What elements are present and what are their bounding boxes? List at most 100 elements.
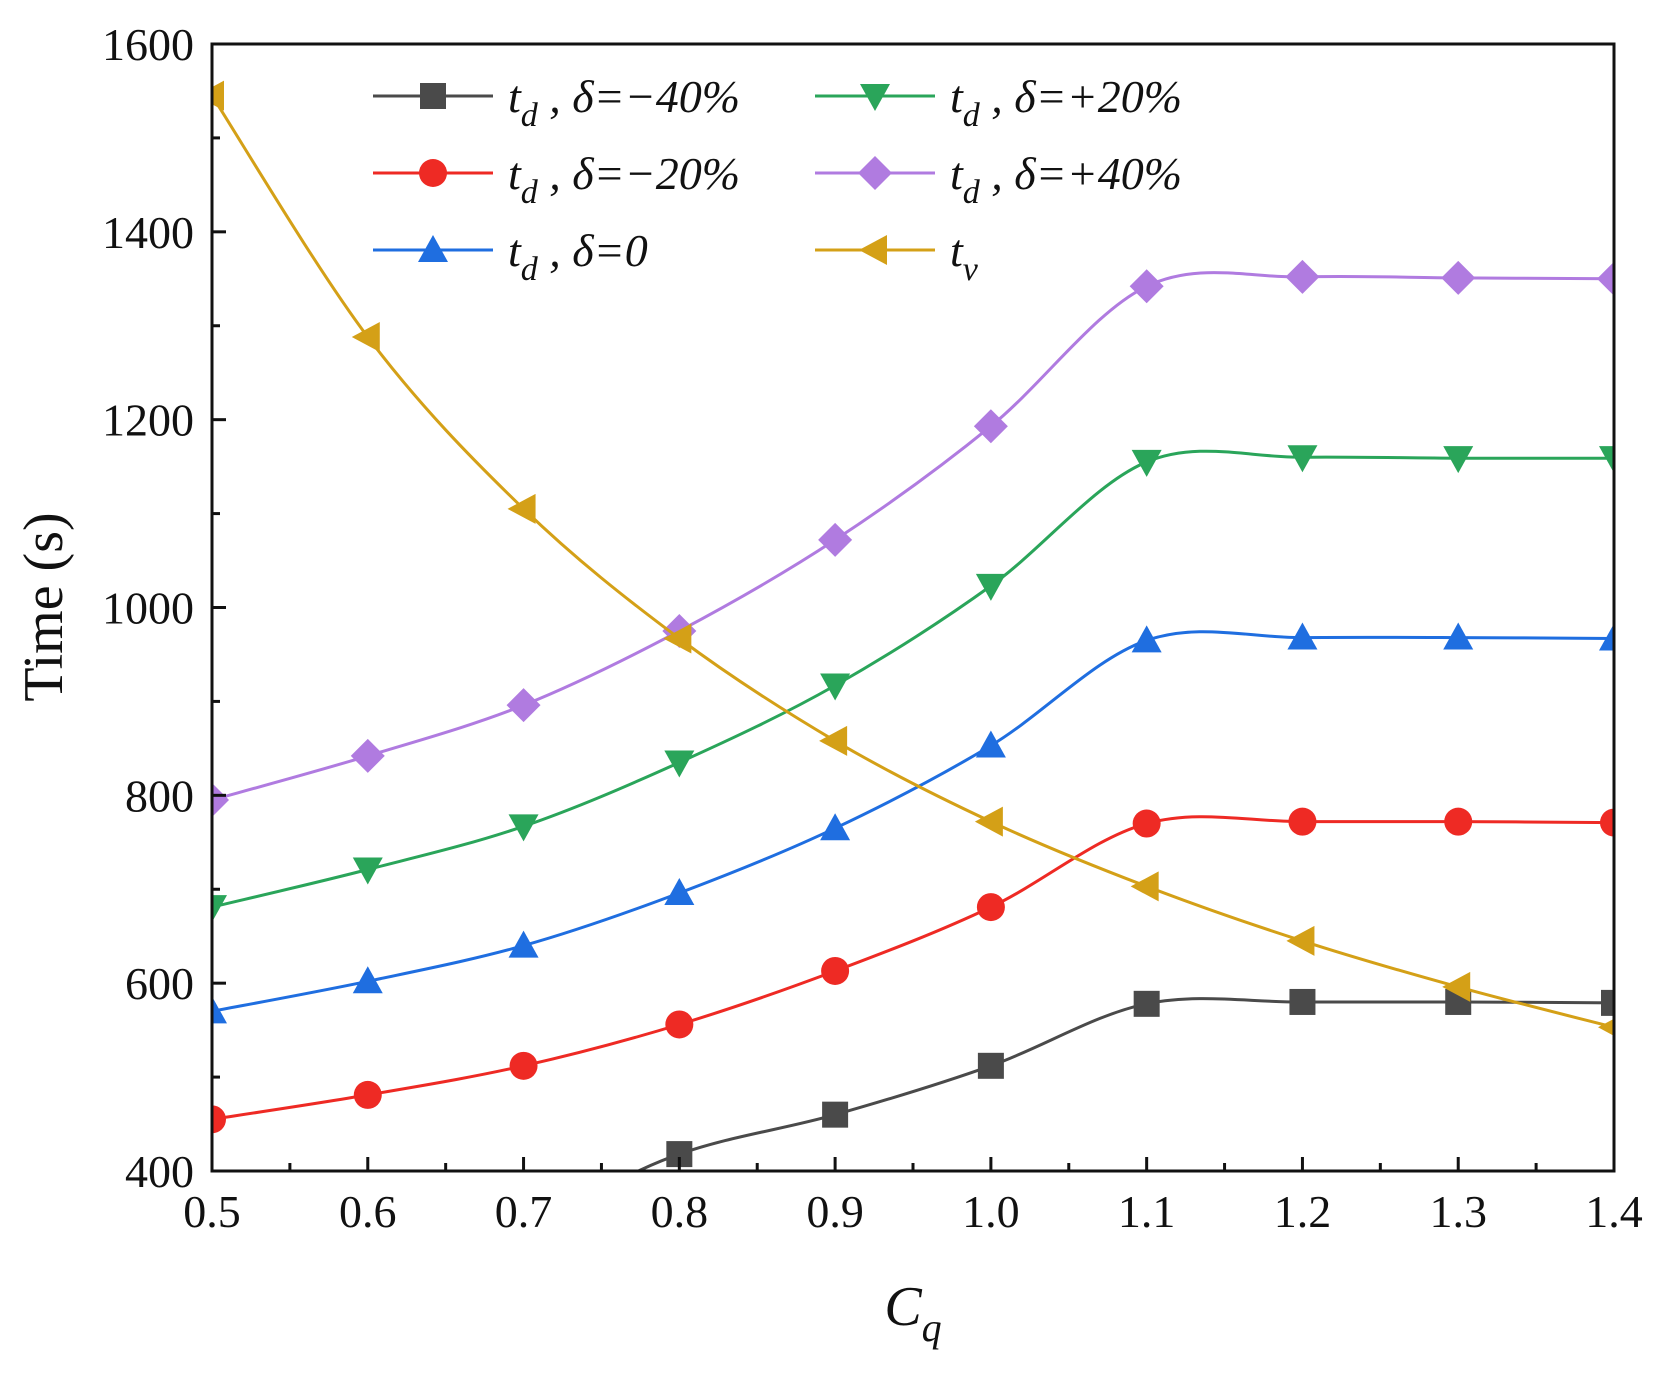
series-line (634, 997, 1614, 1171)
data-point (1130, 871, 1159, 902)
legend-marker (418, 235, 448, 262)
data-point (1285, 259, 1320, 294)
data-point (664, 878, 695, 906)
data-point (1131, 625, 1162, 653)
data-point (352, 966, 383, 994)
legend-label: td , δ=−20% (508, 148, 740, 211)
data-point (509, 1051, 538, 1080)
data-point (1443, 446, 1474, 474)
data-point (975, 573, 1006, 601)
data-point (820, 813, 851, 841)
data-point (818, 522, 853, 557)
x-tick-label: 1.3 (1429, 1186, 1487, 1237)
legend-item: td , δ=+20% (815, 71, 1182, 134)
data-point (820, 673, 851, 701)
data-point (508, 814, 539, 842)
data-point (975, 730, 1006, 758)
legend-label: td , δ=+20% (950, 71, 1182, 134)
x-axis-title-sub: q (922, 1305, 942, 1350)
legend-marker (859, 235, 887, 265)
x-tick-label: 1.0 (962, 1186, 1020, 1237)
data-point (665, 1010, 694, 1039)
legend-label: td , δ=+40% (950, 148, 1182, 211)
y-tick-label: 1600 (102, 19, 194, 70)
y-tick-label: 1200 (102, 395, 194, 446)
data-point (1289, 988, 1316, 1015)
data-point (973, 409, 1008, 444)
ticks-layer: 0.5 0.6 0.7 0.8 0.9 1.0 1.1 1.2 1.3 1.4 400 600 800 1… (102, 19, 1643, 1237)
data-point (1129, 269, 1164, 304)
data-point (1444, 807, 1473, 836)
data-point (822, 1101, 849, 1128)
series-line (212, 271, 1614, 802)
data-point (199, 1283, 225, 1309)
legend-item: td , δ=0 (373, 225, 648, 288)
data-point (1442, 971, 1471, 1002)
data-point (212, 1105, 226, 1134)
y-tick-label: 400 (125, 1146, 194, 1197)
x-tick-label: 1.1 (1118, 1186, 1176, 1237)
series-4 (212, 445, 1614, 923)
series-line (212, 94, 1614, 1029)
data-point (508, 930, 539, 958)
legend-marker (419, 159, 447, 187)
data-point (1288, 807, 1317, 836)
x-tick-label: 0.8 (651, 1186, 709, 1237)
data-point (212, 895, 227, 923)
x-tick-label: 0.9 (806, 1186, 864, 1237)
data-point (974, 806, 1003, 837)
data-point (1132, 809, 1161, 838)
data-point (1598, 1018, 1614, 1036)
data-point (821, 956, 850, 985)
data-point (1286, 925, 1315, 956)
data-point (1133, 990, 1160, 1017)
data-point (1600, 808, 1614, 837)
x-tick-label: 0.5 (183, 1186, 241, 1237)
data-point (663, 623, 692, 654)
data-point (212, 783, 229, 818)
legend: td , δ=−40% td , δ=−20% td , δ=0 td , δ=+20… (373, 71, 1182, 288)
series-line (212, 815, 1614, 1121)
legend-label: tv (950, 225, 979, 288)
data-point (1597, 261, 1614, 296)
legend-marker (420, 83, 446, 109)
data-point (1443, 622, 1474, 650)
data-point (351, 322, 380, 353)
y-tick-label: 800 (125, 770, 194, 821)
series-line (212, 449, 1614, 909)
x-tick-label: 1.2 (1274, 1186, 1332, 1237)
data-point (1601, 989, 1614, 1016)
data-point (506, 688, 541, 723)
x-axis-title: Cq (884, 1276, 941, 1350)
legend-item: tv (815, 225, 979, 288)
data-point (212, 80, 224, 111)
series-5 (212, 259, 1614, 818)
data-point (1287, 445, 1318, 473)
legend-label: td , δ=−40% (508, 71, 740, 134)
series-6 (212, 80, 1614, 1036)
legend-item: td , δ=−40% (373, 71, 740, 134)
legend-item: td , δ=−20% (373, 148, 740, 211)
legend-item: td , δ=+40% (815, 148, 1182, 211)
x-tick-label: 0.6 (339, 1186, 397, 1237)
y-tick-label: 1400 (102, 207, 194, 258)
y-tick-label: 1000 (102, 583, 194, 634)
data-point (1287, 622, 1318, 650)
data-point (1599, 446, 1614, 474)
data-point (350, 738, 385, 773)
data-point (355, 1252, 381, 1278)
data-point (977, 1052, 1004, 1079)
series-layer (199, 80, 1614, 1309)
data-point (976, 893, 1005, 922)
series-1 (199, 988, 1614, 1309)
data-point (819, 725, 848, 756)
x-tick-label: 0.7 (495, 1186, 553, 1237)
data-point (507, 493, 536, 524)
data-point (353, 1080, 382, 1109)
x-tick-label: 1.4 (1585, 1186, 1643, 1237)
data-point (352, 857, 383, 885)
x-axis-title-main: C (884, 1276, 922, 1338)
y-tick-label: 600 (125, 958, 194, 1009)
data-point (212, 996, 227, 1024)
